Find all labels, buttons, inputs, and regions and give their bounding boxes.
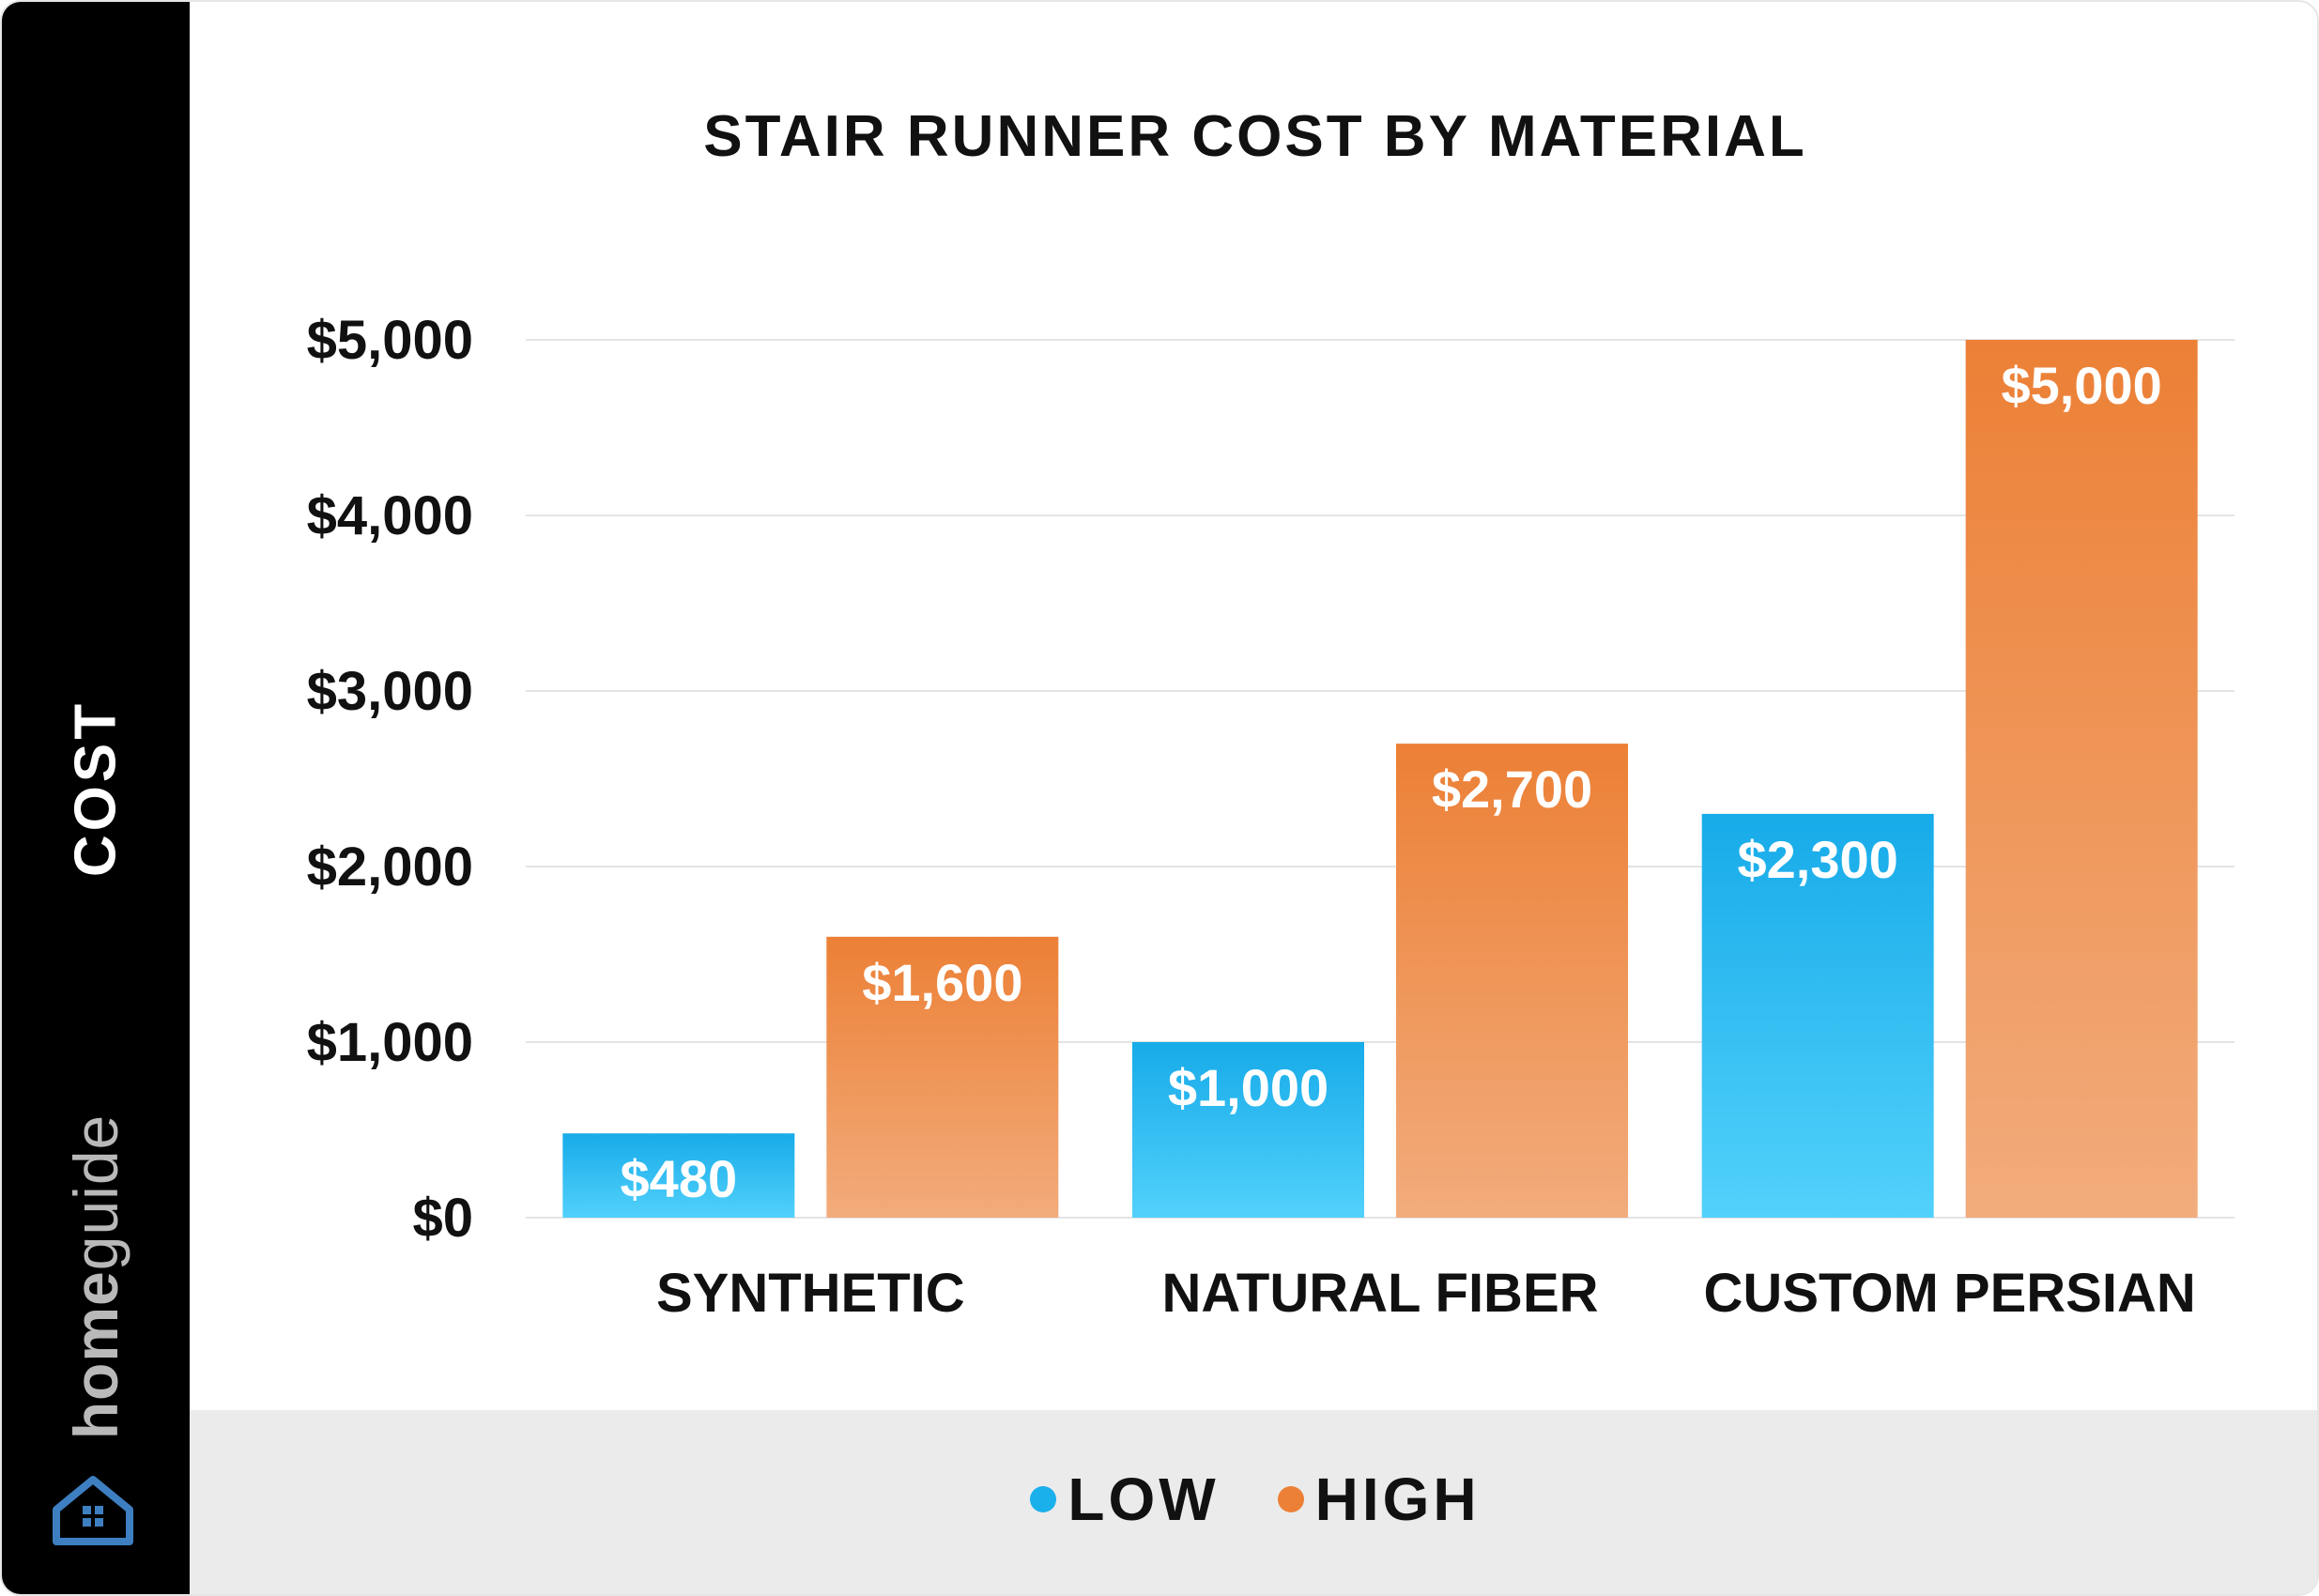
sidebar: COST homeguide — [2, 2, 190, 1594]
bar-value-label: $480 — [621, 1149, 738, 1208]
y-tick-label: $2,000 — [307, 836, 473, 898]
y-tick-label: $1,000 — [307, 1012, 473, 1073]
chart-title: STAIR RUNNER COST BY MATERIAL — [703, 104, 1807, 169]
y-tick-label: $4,000 — [307, 485, 473, 546]
legend-label: HIGH — [1314, 1466, 1481, 1533]
x-category-label: SYNTHETIC — [656, 1263, 965, 1324]
x-category-label: NATURAL FIBER — [1161, 1263, 1598, 1324]
legend: LOW HIGH — [190, 1465, 2317, 1534]
bar-low — [1701, 813, 1934, 1218]
bar-low — [562, 1133, 795, 1218]
y-tick-label: $3,000 — [307, 661, 473, 722]
legend-dot — [1030, 1486, 1057, 1512]
bar-value-label: $1,000 — [1168, 1058, 1328, 1117]
bar-low — [1132, 1042, 1364, 1218]
legend-item-high: HIGH — [1277, 1465, 1481, 1534]
bar-chart: $0 $1,000 $2,000 $3,000 $4,000 $5,000 $480 $1,… — [307, 310, 2235, 1324]
bar-value-label: $2,700 — [1432, 760, 1592, 819]
legend-item-low: LOW — [1030, 1465, 1219, 1534]
y-tick-label: $0 — [412, 1188, 473, 1249]
legend-label: LOW — [1067, 1466, 1220, 1533]
x-category-label: CUSTOM PERSIAN — [1704, 1263, 2196, 1324]
legend-dot — [1277, 1486, 1304, 1512]
bar-value-label: $2,300 — [1738, 830, 1898, 889]
house-icon — [53, 1476, 133, 1545]
bar-value-label: $1,600 — [862, 953, 1022, 1012]
bar-high — [1965, 340, 2198, 1218]
y-tick-label: $5,000 — [307, 310, 473, 371]
bar-high — [1396, 744, 1628, 1218]
bar-value-label: $5,000 — [2002, 356, 2162, 415]
legend-footer: LOW HIGH — [190, 1410, 2317, 1594]
bar-high — [826, 936, 1059, 1218]
